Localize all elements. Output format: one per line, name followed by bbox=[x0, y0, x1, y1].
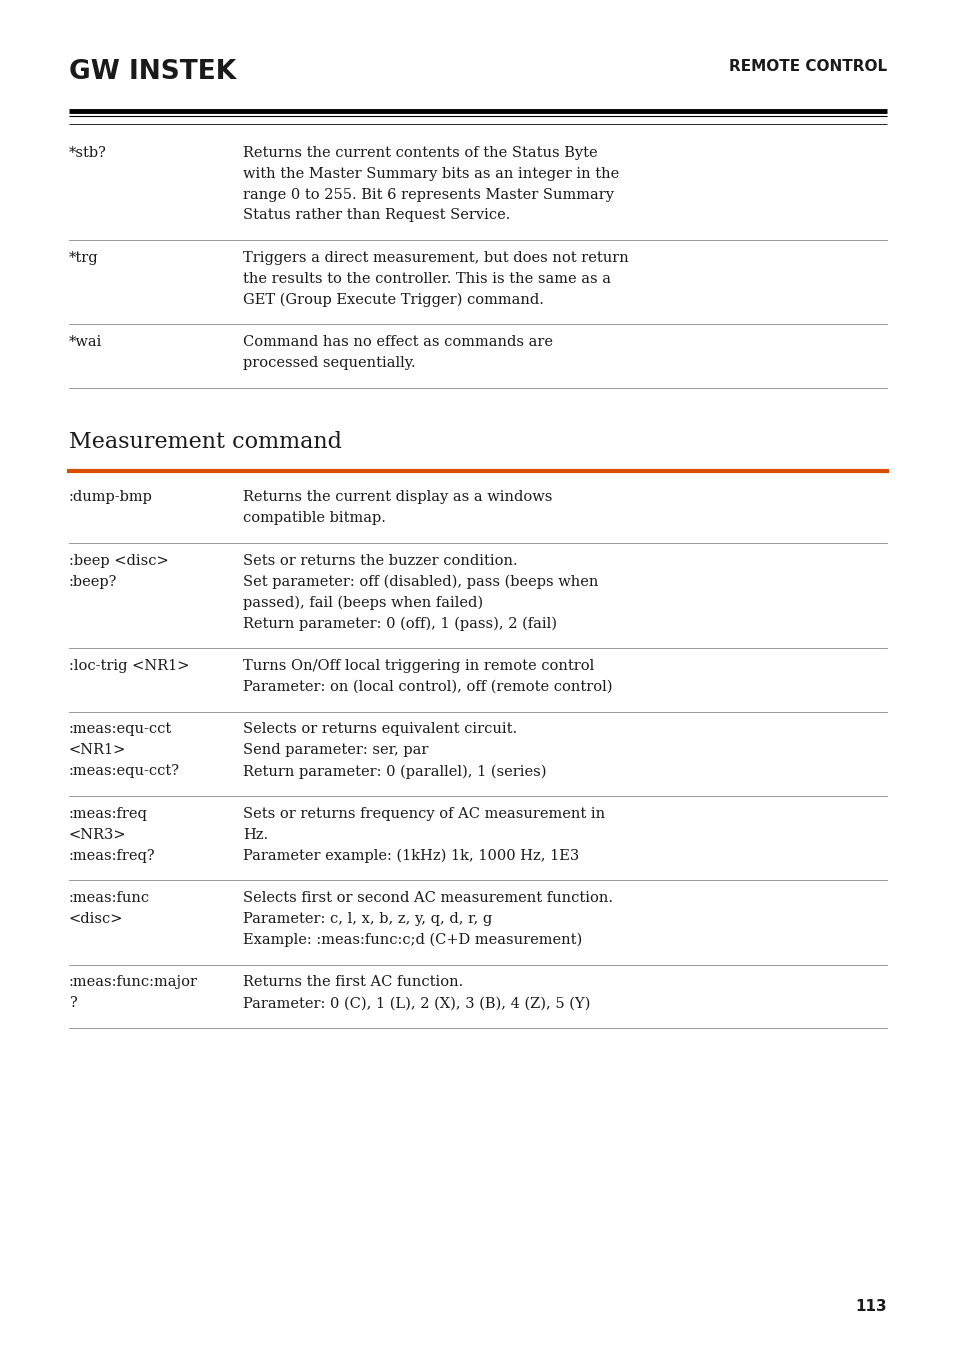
Text: Example: :meas:func:c;d (C+D measurement): Example: :meas:func:c;d (C+D measurement… bbox=[243, 934, 582, 947]
Text: the results to the controller. This is the same as a: the results to the controller. This is t… bbox=[243, 272, 611, 286]
Text: 113: 113 bbox=[855, 1299, 886, 1314]
Text: Returns the first AC function.: Returns the first AC function. bbox=[243, 975, 463, 989]
Text: Send parameter: ser, par: Send parameter: ser, par bbox=[243, 743, 428, 757]
Text: :dump-bmp: :dump-bmp bbox=[69, 491, 152, 505]
Text: Selects first or second AC measurement function.: Selects first or second AC measurement f… bbox=[243, 892, 613, 905]
Text: <disc>: <disc> bbox=[69, 912, 123, 925]
Text: :beep <disc>: :beep <disc> bbox=[69, 554, 169, 568]
Text: :meas:freq?: :meas:freq? bbox=[69, 849, 155, 862]
Text: :meas:freq: :meas:freq bbox=[69, 807, 148, 820]
Text: Return parameter: 0 (parallel), 1 (series): Return parameter: 0 (parallel), 1 (serie… bbox=[243, 765, 546, 778]
Text: :meas:equ-cct: :meas:equ-cct bbox=[69, 723, 172, 737]
Text: :loc-trig <NR1>: :loc-trig <NR1> bbox=[69, 660, 189, 673]
Text: :beep?: :beep? bbox=[69, 575, 117, 588]
Text: Measurement command: Measurement command bbox=[69, 432, 341, 453]
Text: REMOTE CONTROL: REMOTE CONTROL bbox=[728, 59, 886, 74]
Text: Parameter example: (1kHz) 1k, 1000 Hz, 1E3: Parameter example: (1kHz) 1k, 1000 Hz, 1… bbox=[243, 849, 578, 863]
Text: *stb?: *stb? bbox=[69, 146, 107, 159]
Text: Turns On/Off local triggering in remote control: Turns On/Off local triggering in remote … bbox=[243, 660, 594, 673]
Text: Selects or returns equivalent circuit.: Selects or returns equivalent circuit. bbox=[243, 723, 517, 737]
Text: *wai: *wai bbox=[69, 336, 102, 349]
Text: Parameter: c, l, x, b, z, y, q, d, r, g: Parameter: c, l, x, b, z, y, q, d, r, g bbox=[243, 912, 492, 925]
Text: Triggers a direct measurement, but does not return: Triggers a direct measurement, but does … bbox=[243, 251, 628, 264]
Text: :meas:func: :meas:func bbox=[69, 892, 150, 905]
Text: Parameter: 0 (C), 1 (L), 2 (X), 3 (B), 4 (Z), 5 (Y): Parameter: 0 (C), 1 (L), 2 (X), 3 (B), 4… bbox=[243, 997, 590, 1010]
Text: ?: ? bbox=[69, 997, 76, 1010]
Text: :meas:func:major: :meas:func:major bbox=[69, 975, 197, 989]
Text: GET (Group Execute Trigger) command.: GET (Group Execute Trigger) command. bbox=[243, 293, 543, 308]
Text: Returns the current contents of the Status Byte: Returns the current contents of the Stat… bbox=[243, 146, 598, 159]
Text: passed), fail (beeps when failed): passed), fail (beeps when failed) bbox=[243, 596, 483, 610]
Text: compatible bitmap.: compatible bitmap. bbox=[243, 511, 386, 525]
Text: Returns the current display as a windows: Returns the current display as a windows bbox=[243, 491, 552, 505]
Text: <NR1>: <NR1> bbox=[69, 743, 126, 757]
Text: Command has no effect as commands are: Command has no effect as commands are bbox=[243, 336, 553, 349]
Text: Status rather than Request Service.: Status rather than Request Service. bbox=[243, 209, 510, 223]
Text: Return parameter: 0 (off), 1 (pass), 2 (fail): Return parameter: 0 (off), 1 (pass), 2 (… bbox=[243, 616, 557, 631]
Text: :meas:equ-cct?: :meas:equ-cct? bbox=[69, 765, 179, 778]
Text: Sets or returns frequency of AC measurement in: Sets or returns frequency of AC measurem… bbox=[243, 807, 605, 820]
Text: <NR3>: <NR3> bbox=[69, 828, 126, 842]
Text: *trg: *trg bbox=[69, 251, 98, 264]
Text: range 0 to 255. Bit 6 represents Master Summary: range 0 to 255. Bit 6 represents Master … bbox=[243, 188, 614, 201]
Text: Parameter: on (local control), off (remote control): Parameter: on (local control), off (remo… bbox=[243, 680, 612, 693]
Text: Hz.: Hz. bbox=[243, 828, 268, 842]
Text: processed sequentially.: processed sequentially. bbox=[243, 356, 416, 370]
Text: Set parameter: off (disabled), pass (beeps when: Set parameter: off (disabled), pass (bee… bbox=[243, 575, 598, 590]
Text: GW INSTEK: GW INSTEK bbox=[69, 59, 235, 85]
Text: Sets or returns the buzzer condition.: Sets or returns the buzzer condition. bbox=[243, 554, 517, 568]
Text: with the Master Summary bits as an integer in the: with the Master Summary bits as an integ… bbox=[243, 167, 618, 181]
